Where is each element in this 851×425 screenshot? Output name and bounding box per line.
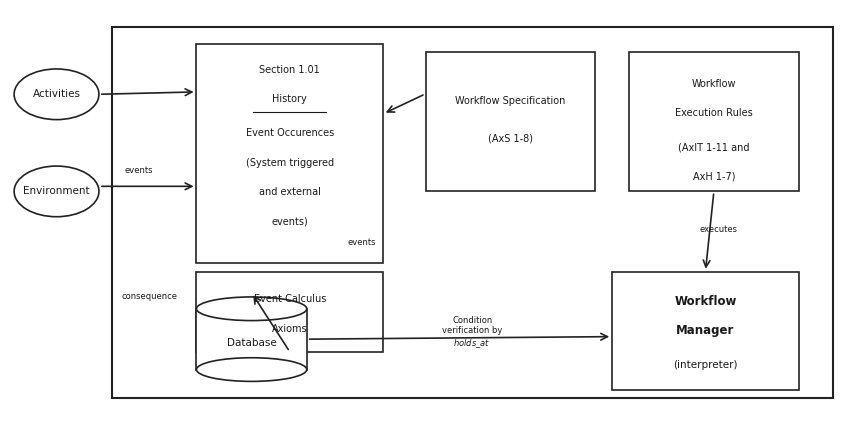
Text: Condition
verification by
$\mathit{holds\_at}$: Condition verification by $\mathit{holds… [442, 316, 502, 350]
Ellipse shape [197, 297, 306, 320]
Text: Workflow: Workflow [674, 295, 737, 308]
Text: Activities: Activities [32, 89, 81, 99]
Text: Workflow: Workflow [692, 79, 736, 89]
FancyBboxPatch shape [612, 272, 799, 390]
Text: AxH 1-7): AxH 1-7) [693, 172, 735, 181]
Text: Event Calculus: Event Calculus [254, 294, 326, 304]
Text: History: History [272, 94, 307, 104]
Text: Event Occurences: Event Occurences [246, 128, 334, 138]
Text: Workflow Specification: Workflow Specification [455, 96, 566, 105]
Text: (System triggered: (System triggered [246, 158, 334, 167]
Text: Manager: Manager [677, 324, 734, 337]
FancyBboxPatch shape [197, 309, 306, 370]
Text: events: events [347, 238, 376, 246]
Text: events: events [124, 166, 153, 175]
Text: Axioms: Axioms [272, 323, 307, 334]
Ellipse shape [14, 166, 99, 217]
Text: Database: Database [226, 338, 277, 348]
Text: (AxIT 1-11 and: (AxIT 1-11 and [678, 142, 750, 152]
FancyBboxPatch shape [111, 27, 832, 398]
Text: (interpreter): (interpreter) [673, 360, 738, 369]
Ellipse shape [197, 358, 306, 381]
Text: Section 1.01: Section 1.01 [260, 65, 320, 75]
Text: and external: and external [259, 187, 321, 197]
FancyBboxPatch shape [629, 52, 799, 191]
Text: consequence: consequence [122, 292, 178, 301]
FancyBboxPatch shape [426, 52, 595, 191]
Text: Execution Rules: Execution Rules [675, 108, 753, 118]
Ellipse shape [14, 69, 99, 119]
Text: Environment: Environment [23, 187, 90, 196]
FancyBboxPatch shape [197, 272, 383, 352]
Text: events): events) [271, 217, 308, 227]
Text: (AxS 1-8): (AxS 1-8) [488, 133, 533, 144]
FancyBboxPatch shape [197, 44, 383, 263]
Text: executes: executes [700, 225, 737, 234]
